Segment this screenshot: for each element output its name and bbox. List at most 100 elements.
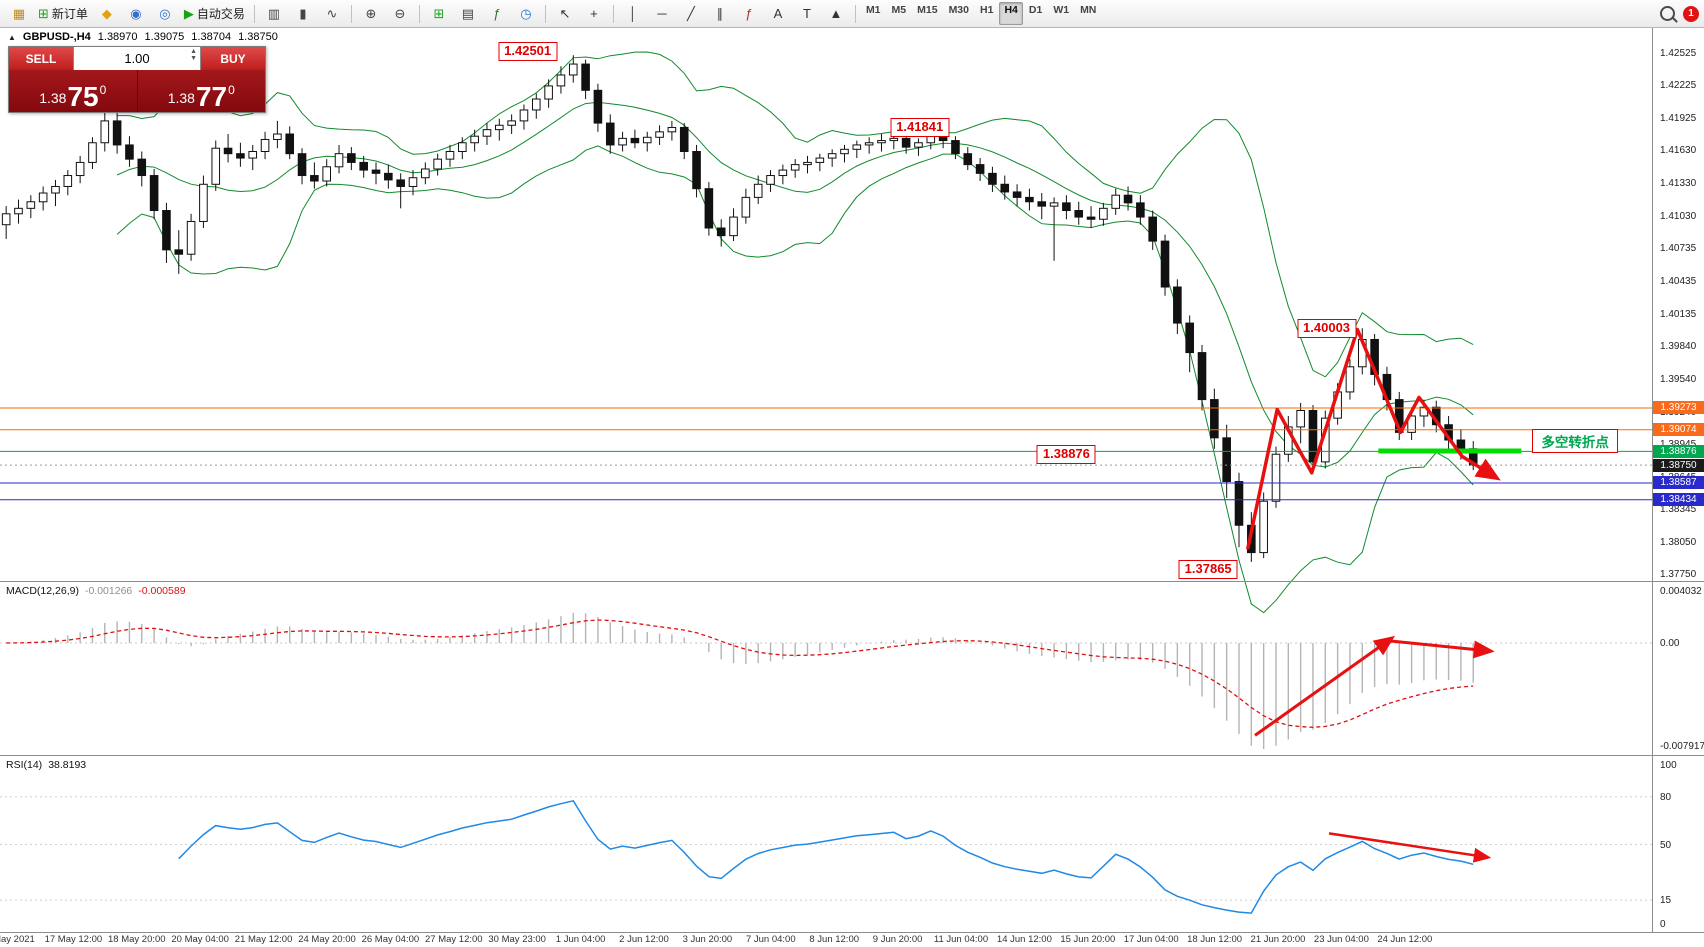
time-axis-label: 4 May 2021 [0,934,35,945]
price-flag-1.42501[interactable]: 1.42501 [498,42,558,62]
horizontal-line-icon[interactable]: ─ [648,2,676,26]
tf-button-H4[interactable]: H4 [999,2,1023,25]
channel-icon[interactable]: ∥ [706,2,734,26]
tf-button-M30[interactable]: M30 [948,4,969,16]
tf-button-M5[interactable]: M5 [891,4,907,16]
zoom-out-icon[interactable]: ⊖ [386,2,414,26]
time-axis-label: 7 Jun 04:00 [745,934,796,945]
sell-price-point: 0 [99,83,107,97]
one-click-collapse-icon[interactable]: ▲ [8,32,16,42]
price-scale-tick: 1.42525 [1660,47,1697,59]
data-window-icon[interactable]: ◉ [122,2,150,26]
macd-value-main: -0.001266 [84,585,133,597]
time-axis-label: 17 May 12:00 [44,934,103,945]
volume-input[interactable]: 1.00 ▲ ▼ [73,47,201,70]
toolbar-separator [854,4,856,23]
candlestick-chart-icon[interactable]: ▮ [289,2,317,26]
chart-header: ▲ GBPUSD-,H4 1.38970 1.39075 1.38704 1.3… [8,31,278,43]
navigator-icon[interactable]: ◎ [151,2,179,26]
buy-price-base: 1.38 [167,90,195,106]
macd-value-signal: -0.000589 [138,585,186,597]
crosshair-icon: + [590,6,598,21]
timeframes-icon: ◷ [520,6,532,21]
time-axis-label: 27 May 12:00 [425,934,483,945]
new-chart-icon[interactable]: ⊞ [425,2,453,26]
price-scale-tick: 1.38050 [1660,536,1697,548]
indicators-icon[interactable]: ƒ [483,2,511,26]
price-scale-tick: 1.39540 [1660,373,1697,385]
price-scale-tick: 1.42225 [1660,80,1697,92]
crosshair-icon[interactable]: + [580,2,608,26]
horizontal-line-icon: ─ [657,6,667,21]
sell-price[interactable]: 1.38 75 0 [9,70,138,112]
time-axis-label: 24 May 20:00 [298,934,356,945]
new-order-button[interactable]: ⊞ 新订单 [34,2,92,26]
symbol-period-label: GBPUSD-,H4 [22,31,91,43]
price-scale-tick: 1.40435 [1660,276,1697,287]
line-chart-icon: ∿ [326,6,338,21]
tf-button-MN[interactable]: MN [1080,4,1097,16]
trendline-icon[interactable]: ╱ [677,2,705,26]
label-icon[interactable]: T [793,2,821,26]
time-axis-label: 11 Jun 04:00 [933,934,989,945]
toolbar-separator [350,4,352,23]
tf-button-D1[interactable]: D1 [1028,4,1043,16]
price-badge: 1.38876 [1653,444,1704,458]
time-axis-label: 21 Jun 20:00 [1250,934,1306,945]
turning-point-label[interactable]: 多空转折点 [1532,428,1618,453]
macd-scale-top: 0.004032 [1660,586,1702,597]
chart-window-icon: ▦ [12,6,26,21]
cursor-icon[interactable]: ↖ [551,2,579,26]
rsi-arrows [1328,832,1492,863]
text-icon[interactable]: A [764,2,792,26]
bollinger-bands [116,51,1474,614]
price-scale-tick: 1.37750 [1660,569,1697,581]
notification-badge[interactable]: 1 [1683,5,1699,22]
macd-histogram [17,612,1474,749]
price-flag-1.40003[interactable]: 1.40003 [1297,319,1357,339]
buy-button[interactable]: BUY [201,47,265,70]
rsi-label: RSI(14) [6,759,43,771]
macd-scale-zero: 0.00 [1660,637,1680,649]
indicators-icon: ƒ [493,6,501,21]
price-flag-1.37865[interactable]: 1.37865 [1178,559,1238,579]
toolbar-separator [253,4,255,23]
panel-separator-macd[interactable] [0,581,1704,582]
volume-decrease-button[interactable]: ▼ [190,55,197,62]
fibonacci-icon[interactable]: ƒ [735,2,763,26]
timeframes-icon[interactable]: ◷ [512,2,540,26]
macd-arrows [1254,635,1495,737]
zoom-in-icon: ⊕ [365,6,377,21]
sell-button[interactable]: SELL [9,47,73,70]
chart-window-icon[interactable]: ▦ [5,2,33,26]
buy-price-point: 0 [228,83,235,97]
line-chart-icon[interactable]: ∿ [318,2,346,26]
tf-button-M1[interactable]: M1 [865,4,881,16]
price-flag-1.41841[interactable]: 1.41841 [890,118,950,138]
time-axis-label: 14 Jun 12:00 [996,934,1052,945]
buy-price[interactable]: 1.38 77 0 [138,70,266,112]
profiles-icon[interactable]: ▤ [454,2,482,26]
tf-button-W1[interactable]: W1 [1053,4,1070,16]
price-flag-1.38876[interactable]: 1.38876 [1036,445,1096,465]
volume-increase-button[interactable]: ▲ [190,48,197,55]
market-watch-icon[interactable]: ◆ [93,2,121,26]
price-scale-tick: 1.38945 [1660,439,1696,450]
shapes-icon: ▲ [829,6,843,21]
tf-button-M15[interactable]: M15 [917,4,938,16]
zoom-in-icon[interactable]: ⊕ [357,2,385,26]
vertical-line-icon[interactable]: │ [619,2,647,26]
candles [1,55,1478,562]
panel-separator-rsi[interactable] [0,755,1704,756]
horizontal-lines [0,407,1652,501]
time-axis[interactable] [0,933,1704,947]
tf-button-H1[interactable]: H1 [980,4,994,16]
shapes-icon[interactable]: ▲ [822,2,850,26]
vertical-line-icon: │ [628,6,637,21]
autotrading-button[interactable]: ▶ 自动交易 [180,2,249,26]
market-watch-icon: ◆ [101,6,112,21]
search-icon[interactable] [1660,6,1675,21]
autotrading-button-label: 自动交易 [196,7,245,21]
bar-chart-icon[interactable]: ▥ [260,2,288,26]
